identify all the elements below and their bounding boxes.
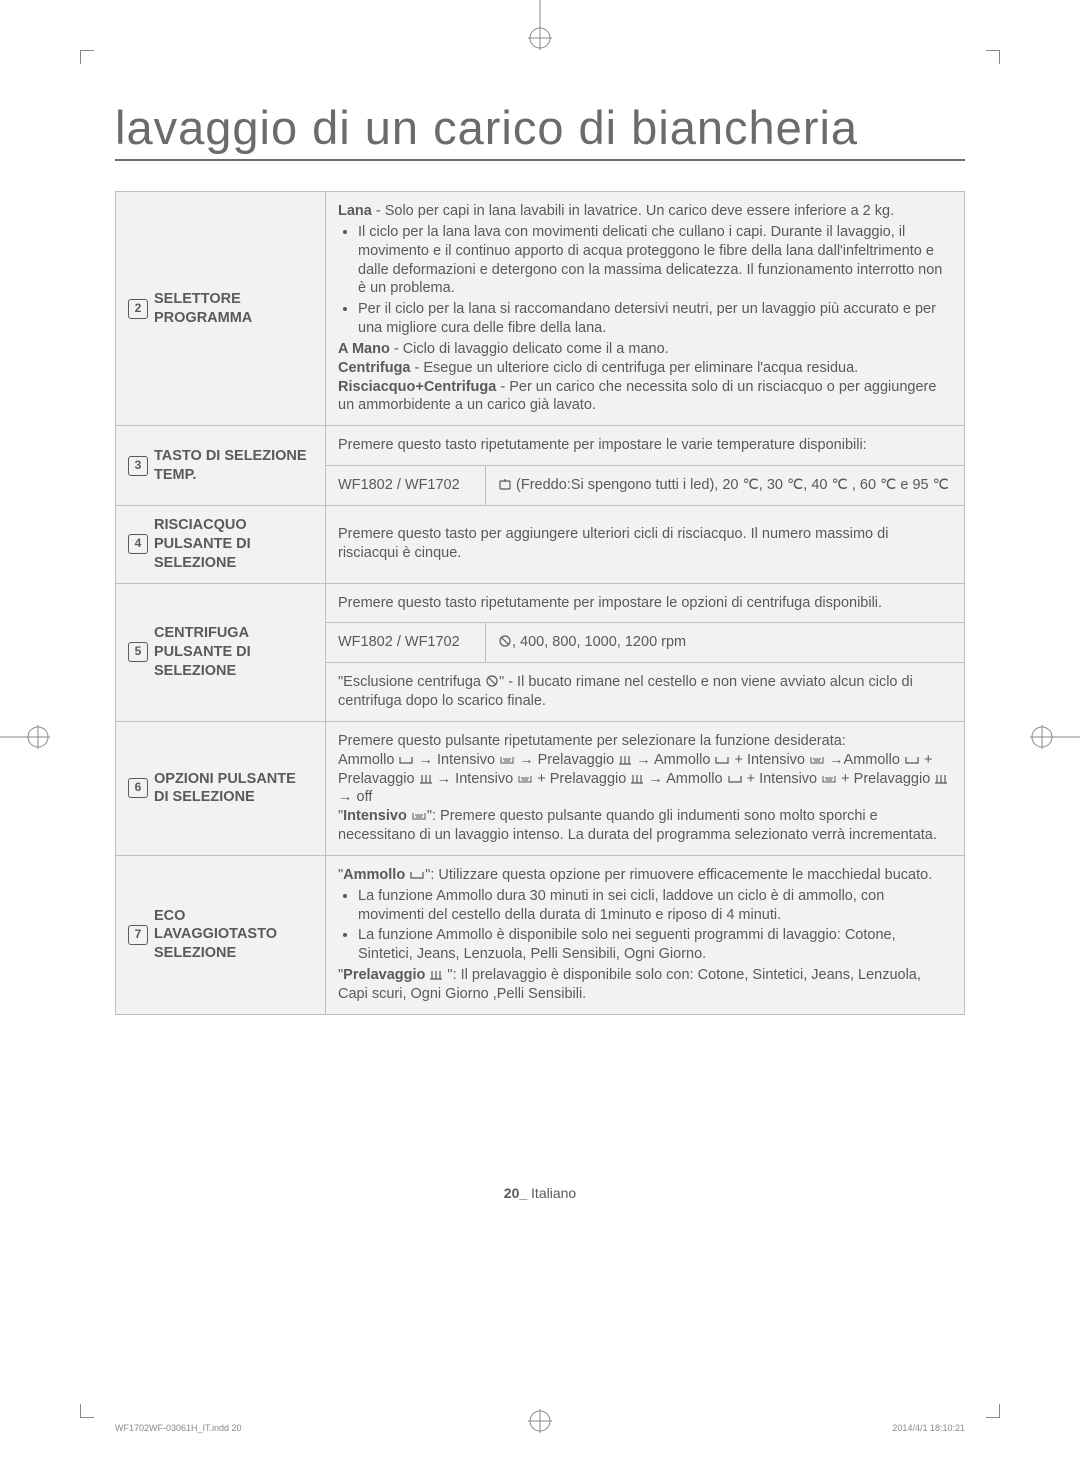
row-number: 6 xyxy=(128,778,148,798)
row-label-text: TASTO DI SELEZIONE TEMP. xyxy=(154,447,309,485)
model-cell: WF1802 / WF1702 xyxy=(326,466,486,506)
row-number: 2 xyxy=(128,299,148,319)
row-number: 4 xyxy=(128,534,148,554)
crop-corner-bl xyxy=(80,1404,94,1418)
row-number: 7 xyxy=(128,925,148,945)
row-intro: Premere questo tasto ripetutamente per i… xyxy=(326,583,965,623)
crop-corner-tr xyxy=(986,50,1000,64)
footer-metadata: WF1702WF-03061H_IT.indd 20 2014/4/1 18:1… xyxy=(115,1423,965,1433)
page-number-value: 20_ xyxy=(504,1185,527,1201)
row-label: 4 RISCIACQUO PULSANTE DI SELEZIONE xyxy=(116,505,326,583)
page-number: 20_ Italiano xyxy=(115,1185,965,1201)
row-label-text: SELETTORE PROGRAMMA xyxy=(154,290,309,328)
row-label: 2 SELETTORE PROGRAMMA xyxy=(116,192,326,426)
row-label-text: ECO LAVAGGIOTASTO SELEZIONE xyxy=(154,907,309,964)
crop-mark-left xyxy=(0,717,50,757)
value-cell: (Freddo:Si spengono tutti i led), 20 ℃, … xyxy=(486,466,965,506)
row-label-text: OPZIONI PULSANTE DI SELEZIONE xyxy=(154,770,309,808)
row-number: 3 xyxy=(128,456,148,476)
crop-corner-br xyxy=(986,1404,1000,1418)
row-content: "Ammollo ": Utilizzare questa opzione pe… xyxy=(326,855,965,1014)
row-outro: "Esclusione centrifuga " - Il bucato rim… xyxy=(326,663,965,722)
row-intro: Premere questo tasto ripetutamente per i… xyxy=(326,426,965,466)
page-content: lavaggio di un carico di biancheria 2 SEL… xyxy=(0,0,1080,1241)
row-label: 6 OPZIONI PULSANTE DI SELEZIONE xyxy=(116,721,326,855)
row-content: Premere questo pulsante ripetutamente pe… xyxy=(326,721,965,855)
row-number: 5 xyxy=(128,642,148,662)
row-label: 7 ECO LAVAGGIOTASTO SELEZIONE xyxy=(116,855,326,1014)
page-title: lavaggio di un carico di biancheria xyxy=(115,100,965,161)
crop-mark-right xyxy=(1030,717,1080,757)
row-content: Lana - Solo per capi in lana lavabili in… xyxy=(326,192,965,426)
controls-table: 2 SELETTORE PROGRAMMA Lana - Solo per capi… xyxy=(115,191,965,1015)
model-cell: WF1802 / WF1702 xyxy=(326,623,486,663)
row-label-text: CENTRIFUGA PULSANTE DI SELEZIONE xyxy=(154,624,309,681)
row-label: 5 CENTRIFUGA PULSANTE DI SELEZIONE xyxy=(116,583,326,721)
row-label-text: RISCIACQUO PULSANTE DI SELEZIONE xyxy=(154,516,309,573)
row-label: 3 TASTO DI SELEZIONE TEMP. xyxy=(116,426,326,506)
crop-corner-tl xyxy=(80,50,94,64)
row-content: Premere questo tasto per aggiungere ulte… xyxy=(326,505,965,583)
footer-filename: WF1702WF-03061H_IT.indd 20 xyxy=(115,1423,242,1433)
footer-timestamp: 2014/4/1 18:10:21 xyxy=(892,1423,965,1433)
page-number-lang: Italiano xyxy=(531,1185,576,1201)
value-cell: , 400, 800, 1000, 1200 rpm xyxy=(486,623,965,663)
crop-mark-top xyxy=(520,0,560,50)
